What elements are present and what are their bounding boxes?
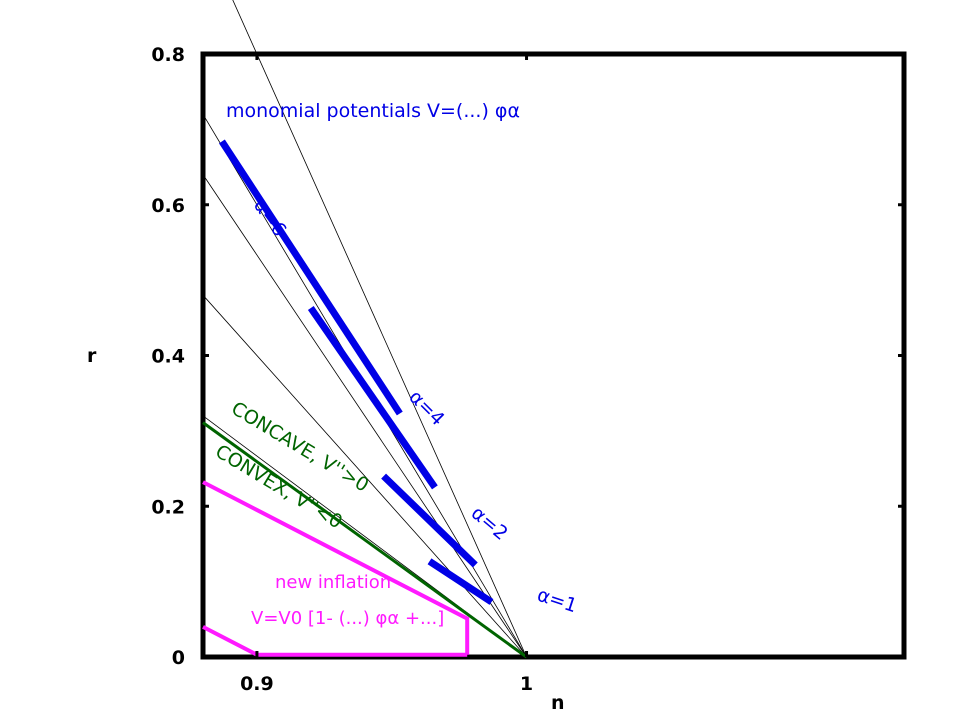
monomial-annotation: monomial potentials V=(...) φα <box>226 100 520 122</box>
segment-alpha4 <box>307 306 438 490</box>
new-inflation-upper-curve <box>202 480 470 655</box>
new-inflation-title: new inflation <box>275 572 391 593</box>
y-tick-label-2: 0.4 <box>151 346 185 368</box>
thin-line-0 <box>232 0 527 658</box>
alpha4-label: α=4 <box>404 386 448 430</box>
new-inflation-lower-curve <box>202 625 468 657</box>
x-tick-label-1: 1 <box>520 673 533 695</box>
thin-line-3 <box>202 294 527 658</box>
y-tick-label-4: 0.8 <box>151 44 185 66</box>
segment-alpha1 <box>427 558 494 605</box>
monomial-segments <box>218 139 494 605</box>
alpha1-label: α=1 <box>534 584 579 617</box>
x-tick-label-0: 0.9 <box>240 673 274 695</box>
y-tick-label-0: 0 <box>172 647 185 669</box>
axis-ticks <box>203 52 904 659</box>
y-tick-label-3: 0.6 <box>151 195 185 217</box>
new-inflation-formula: V=V0 [1- (...) φα +...] <box>251 608 444 629</box>
segment-alpha2 <box>381 473 478 568</box>
y-tick-label-1: 0.2 <box>151 496 185 518</box>
y-axis-label: r <box>87 345 97 367</box>
x-axis-label: n <box>551 692 565 714</box>
boundary-line <box>202 421 528 659</box>
concave-convex-boundary <box>202 421 528 659</box>
plot-frame <box>200 51 907 660</box>
plot-frame-rect <box>200 51 907 660</box>
segment-alpha6 <box>218 139 403 416</box>
thin-lines <box>202 0 527 658</box>
tick-labels: 0 0.2 0.4 0.6 0.8 0.9 1 <box>151 44 533 695</box>
thin-line-2 <box>202 174 527 658</box>
